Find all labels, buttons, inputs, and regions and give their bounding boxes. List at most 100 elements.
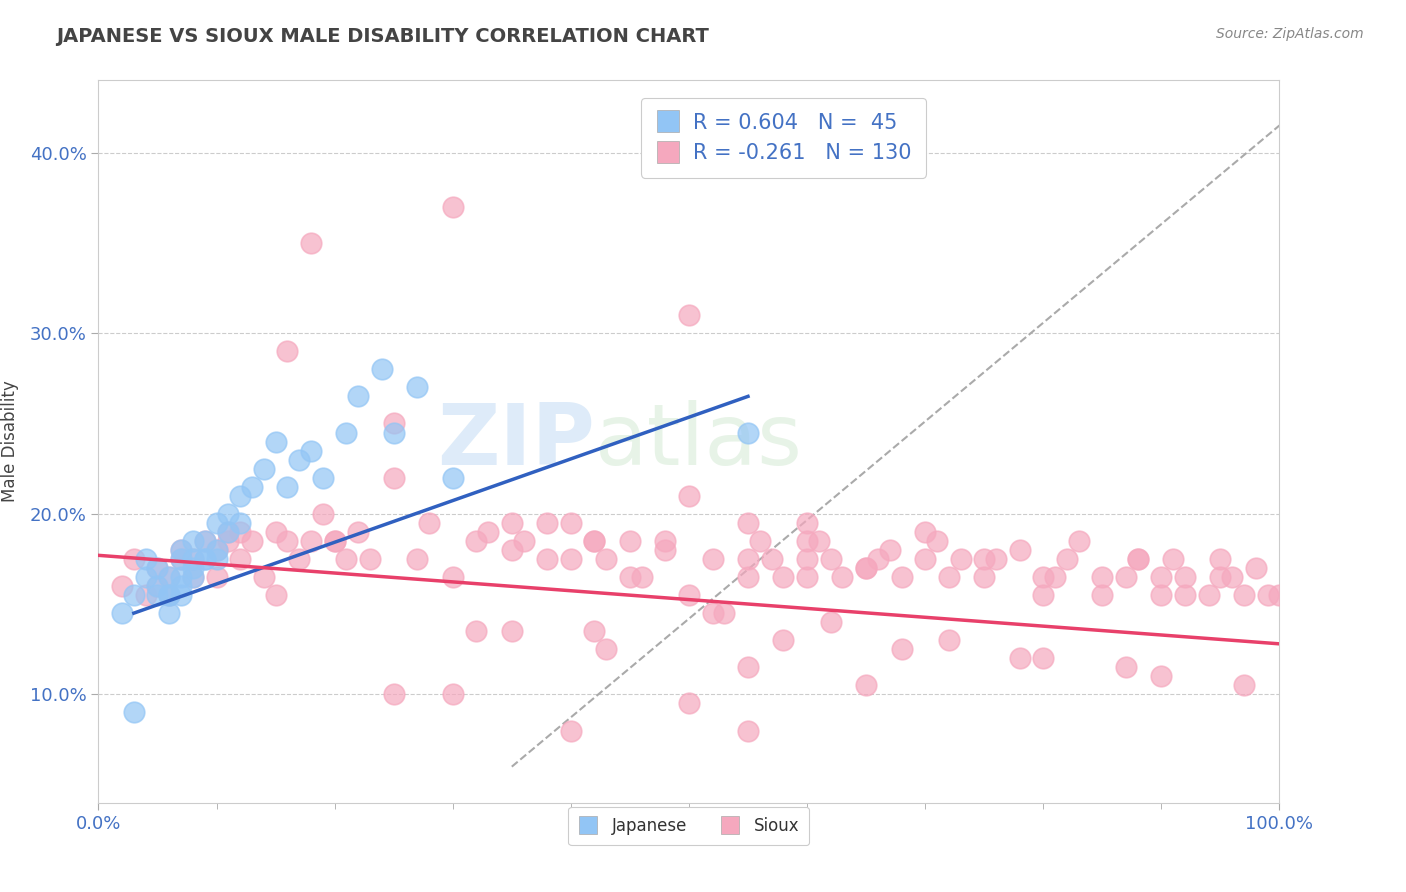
Point <box>820 615 842 630</box>
Point <box>1043 570 1066 584</box>
Point <box>1091 570 1114 584</box>
Point <box>1244 561 1267 575</box>
Point <box>1008 542 1031 557</box>
Point <box>264 588 287 602</box>
Point <box>737 660 759 674</box>
Point <box>595 552 617 566</box>
Point <box>879 542 901 557</box>
Point <box>170 542 193 557</box>
Point <box>170 588 193 602</box>
Point <box>949 552 972 566</box>
Point <box>1268 588 1291 602</box>
Point <box>371 362 394 376</box>
Point <box>1115 570 1137 584</box>
Point <box>441 570 464 584</box>
Point <box>229 489 252 503</box>
Point <box>170 552 193 566</box>
Point <box>938 633 960 648</box>
Point <box>1032 651 1054 665</box>
Point <box>1008 651 1031 665</box>
Point <box>170 570 193 584</box>
Point <box>890 642 912 657</box>
Point <box>299 443 322 458</box>
Point <box>560 723 582 738</box>
Point <box>276 480 298 494</box>
Point <box>323 533 346 548</box>
Point <box>288 552 311 566</box>
Point <box>406 380 429 394</box>
Point <box>595 642 617 657</box>
Text: ZIP: ZIP <box>437 400 595 483</box>
Point <box>702 606 724 620</box>
Point <box>276 533 298 548</box>
Point <box>229 524 252 539</box>
Point <box>772 570 794 584</box>
Point <box>583 624 606 639</box>
Point <box>831 570 853 584</box>
Point <box>737 570 759 584</box>
Point <box>205 552 228 566</box>
Text: atlas: atlas <box>595 400 803 483</box>
Point <box>1056 552 1078 566</box>
Point <box>253 570 276 584</box>
Point <box>157 588 180 602</box>
Point <box>441 471 464 485</box>
Point <box>181 561 204 575</box>
Point <box>560 552 582 566</box>
Point <box>299 533 322 548</box>
Point <box>135 588 157 602</box>
Text: Source: ZipAtlas.com: Source: ZipAtlas.com <box>1216 27 1364 41</box>
Point <box>501 542 523 557</box>
Point <box>170 542 193 557</box>
Point <box>984 552 1007 566</box>
Point <box>205 542 228 557</box>
Point <box>194 552 217 566</box>
Point <box>536 516 558 530</box>
Point <box>796 570 818 584</box>
Point <box>1067 533 1090 548</box>
Point <box>925 533 948 548</box>
Point <box>135 552 157 566</box>
Point <box>1161 552 1184 566</box>
Point <box>465 533 488 548</box>
Point <box>702 552 724 566</box>
Point <box>973 570 995 584</box>
Point <box>217 507 239 521</box>
Point <box>1126 552 1149 566</box>
Point <box>973 552 995 566</box>
Point <box>170 552 193 566</box>
Point <box>855 561 877 575</box>
Point <box>748 533 770 548</box>
Point <box>1209 552 1232 566</box>
Y-axis label: Male Disability: Male Disability <box>0 381 18 502</box>
Point <box>1174 570 1197 584</box>
Point <box>1198 588 1220 602</box>
Point <box>146 561 169 575</box>
Point <box>181 552 204 566</box>
Point <box>441 200 464 214</box>
Point <box>855 561 877 575</box>
Point <box>382 687 405 701</box>
Point <box>146 579 169 593</box>
Point <box>678 588 700 602</box>
Point <box>477 524 499 539</box>
Point <box>181 570 204 584</box>
Point <box>772 633 794 648</box>
Point <box>1233 588 1256 602</box>
Point <box>359 552 381 566</box>
Point <box>796 533 818 548</box>
Point <box>1032 588 1054 602</box>
Point <box>796 516 818 530</box>
Point <box>217 533 239 548</box>
Point <box>501 516 523 530</box>
Point <box>146 579 169 593</box>
Point <box>465 624 488 639</box>
Point <box>157 570 180 584</box>
Point <box>1091 588 1114 602</box>
Point <box>512 533 534 548</box>
Point <box>654 542 676 557</box>
Point <box>1126 552 1149 566</box>
Point <box>737 723 759 738</box>
Point <box>583 533 606 548</box>
Point <box>217 524 239 539</box>
